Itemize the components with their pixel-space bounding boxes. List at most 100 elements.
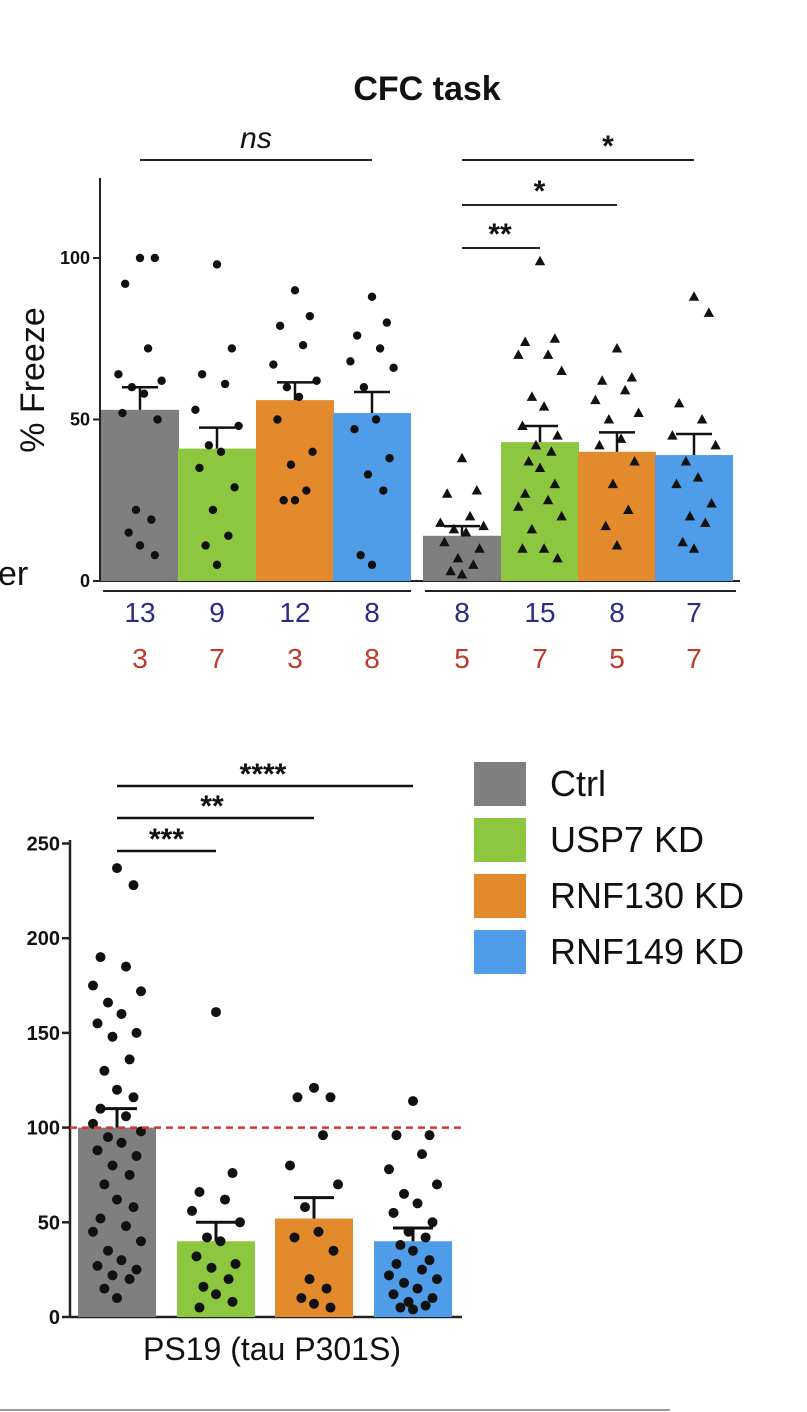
point-ps19-ctrl — [116, 1255, 127, 1266]
point-g1-ctrl — [150, 253, 160, 263]
point-g1-rnf130-kd — [290, 286, 300, 295]
point-ps19-ctrl — [107, 1031, 118, 1042]
point-g2-rnf130-kd — [611, 539, 623, 550]
point-g2-rnf130-kd — [626, 372, 638, 382]
point-g2-rnf130-kd — [596, 375, 608, 385]
sig-label-ps19-ctrl-vs-rnf149-kd: **** — [240, 758, 287, 791]
point-g2-usp7-kd — [556, 365, 567, 376]
point-g2-usp7-kd — [556, 510, 567, 521]
point-ps19-rnf130-kd — [309, 1082, 319, 1093]
point-ps19-rnf130-kd — [285, 1160, 295, 1171]
point-g2-usp7-kd — [513, 501, 524, 511]
y-tick-label-ps19-200: 200 — [27, 928, 60, 950]
point-g2-usp7-kd — [526, 523, 538, 534]
point-ps19-ctrl — [112, 1293, 122, 1304]
point-g1-usp7-kd — [220, 379, 230, 389]
point-g1-ctrl — [135, 253, 145, 263]
point-g2-usp7-kd — [538, 543, 550, 553]
point-g2-rnf130-kd — [594, 439, 605, 450]
point-ps19-rnf149-kd — [388, 1289, 399, 1300]
point-g1-rnf130-kd — [312, 376, 321, 385]
point-ps19-rnf149-kd — [432, 1274, 442, 1285]
point-g1-rnf149-kd — [346, 357, 355, 366]
sig-label-g2-ctrl-vs-rnf149-kd: * — [602, 130, 614, 163]
y-tick-label-ps19-150: 150 — [27, 1023, 60, 1045]
point-g1-ctrl — [139, 389, 149, 398]
point-ps19-ctrl — [95, 952, 106, 963]
bar-g2-rnf130-kd — [578, 451, 656, 581]
point-ps19-rnf149-kd — [408, 1304, 418, 1315]
bar-g1-rnf130-kd — [256, 400, 334, 581]
point-g1-usp7-kd — [197, 370, 207, 379]
point-ps19-ctrl — [107, 1270, 118, 1281]
point-g1-usp7-kd — [234, 421, 243, 431]
point-ps19-rnf149-kd — [395, 1240, 406, 1251]
point-g1-usp7-kd — [201, 541, 210, 550]
y-tick-label-0: 0 — [80, 571, 90, 591]
point-g2-rnf130-kd — [607, 478, 619, 489]
n-bottom-g1-rnf149-kd: 8 — [364, 643, 380, 674]
point-g1-rnf130-kd — [298, 341, 308, 350]
point-g1-ctrl — [143, 344, 153, 353]
point-ps19-ctrl — [103, 1245, 113, 1256]
legend-swatch-rnf149-kd — [474, 930, 526, 974]
point-ps19-rnf149-kd — [420, 1300, 431, 1311]
point-g2-rnf130-kd — [615, 433, 627, 443]
point-g2-ctrl — [445, 565, 456, 576]
point-ps19-rnf130-kd — [333, 1179, 343, 1190]
n-bottom-g2-usp7-kd: 7 — [532, 643, 548, 674]
point-g1-ctrl — [120, 279, 130, 289]
point-ps19-usp7-kd — [198, 1281, 209, 1292]
point-ps19-usp7-kd — [187, 1205, 197, 1216]
point-g2-ctrl — [456, 569, 468, 579]
point-ps19-ctrl — [128, 880, 139, 891]
point-g1-ctrl — [157, 376, 166, 385]
n-top-g2-rnf130-kd: 8 — [609, 597, 625, 628]
point-ps19-ctrl — [112, 863, 122, 874]
point-g1-rnf149-kd — [363, 470, 373, 479]
point-g2-usp7-kd — [530, 439, 542, 450]
point-g2-rnf130-kd — [623, 504, 634, 514]
x-axis-label-ps19: PS19 (tau P301S) — [143, 1331, 401, 1367]
point-g1-usp7-kd — [208, 505, 218, 515]
point-ps19-ctrl — [124, 1169, 135, 1180]
point-ps19-rnf130-kd — [289, 1232, 300, 1243]
point-g1-rnf149-kd — [389, 363, 398, 373]
point-g2-ctrl — [460, 527, 472, 537]
point-ps19-rnf149-kd — [424, 1130, 435, 1141]
point-g2-ctrl — [471, 485, 483, 495]
point-g2-ctrl — [456, 452, 468, 463]
point-ps19-ctrl — [92, 1018, 103, 1029]
point-ps19-ctrl — [99, 1179, 110, 1190]
sig-label-g1-ctrl-vs-rnf149-kd: ns — [240, 122, 272, 155]
point-ps19-ctrl — [88, 1118, 98, 1129]
point-ps19-ctrl — [99, 1065, 110, 1076]
point-ps19-rnf130-kd — [313, 1226, 324, 1237]
point-ps19-ctrl — [131, 1264, 142, 1275]
point-ps19-ctrl — [136, 986, 146, 997]
point-ps19-ctrl — [124, 1054, 135, 1065]
point-ps19-rnf130-kd — [328, 1245, 339, 1256]
point-ps19-ctrl — [116, 1137, 127, 1148]
point-g1-ctrl — [114, 370, 123, 379]
point-g2-ctrl — [435, 517, 446, 527]
point-g2-usp7-kd — [546, 446, 557, 456]
point-ps19-usp7-kd — [191, 1251, 202, 1262]
point-ps19-usp7-kd — [206, 1262, 217, 1273]
n-top-g2-rnf149-kd: 7 — [686, 597, 702, 628]
point-ps19-usp7-kd — [227, 1168, 238, 1179]
point-ps19-ctrl — [136, 1126, 146, 1137]
point-ps19-ctrl — [103, 997, 113, 1008]
point-ps19-ctrl — [124, 1274, 135, 1285]
point-g1-usp7-kd — [212, 560, 222, 570]
point-g2-rnf130-kd — [590, 394, 601, 405]
point-ps19-rnf130-kd — [321, 1283, 332, 1294]
point-ps19-ctrl — [103, 1132, 113, 1143]
point-g2-ctrl — [478, 520, 489, 531]
point-ps19-ctrl — [136, 1236, 146, 1247]
point-ps19-ctrl — [112, 1194, 122, 1205]
point-g1-rnf149-kd — [367, 292, 377, 301]
point-g1-ctrl — [147, 515, 156, 524]
point-g2-rnf149-kd — [688, 291, 700, 301]
